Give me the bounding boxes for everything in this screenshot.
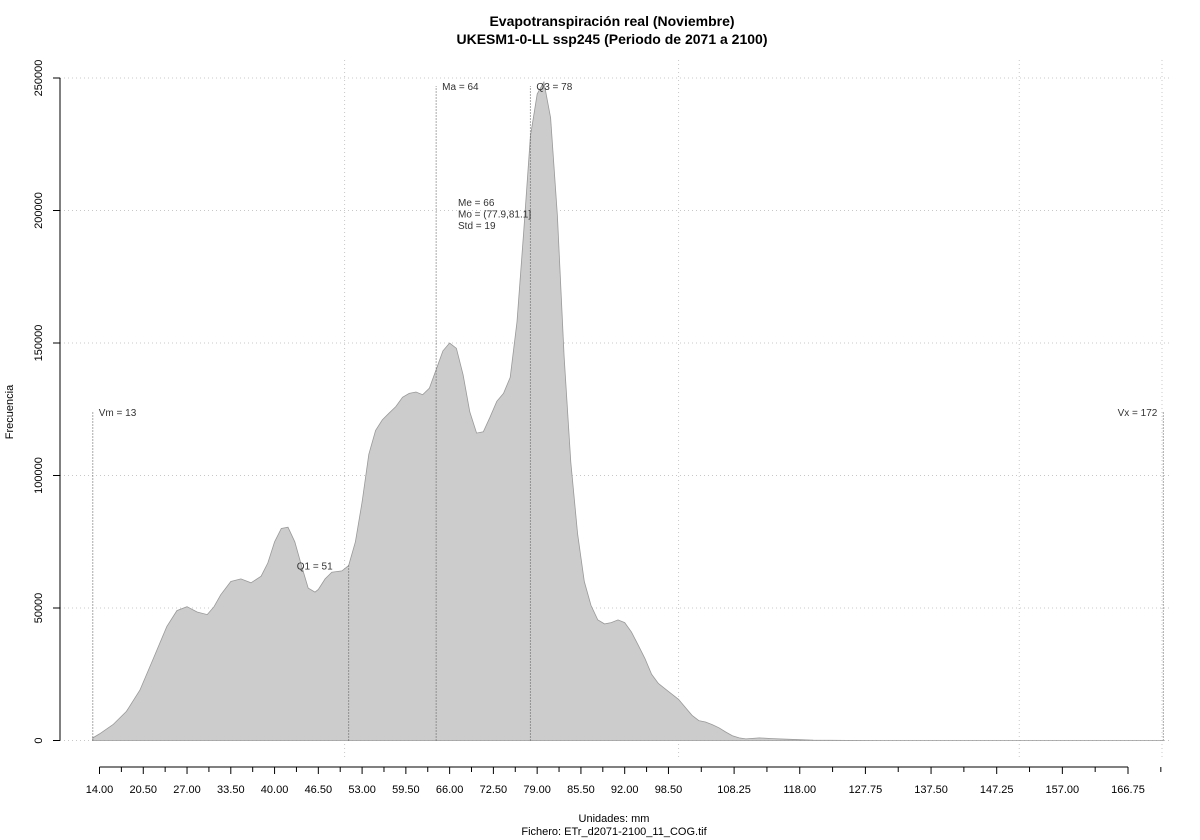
marker-label: Vm = 13 [99,408,137,419]
x-tick-label: 53.00 [348,784,376,796]
x-tick-label: 108.25 [717,784,751,796]
y-tick-label: 200000 [33,192,45,229]
marker-label: Q3 = 78 [536,82,572,93]
marker-label: Ma = 64 [442,82,479,93]
stats-label: Std = 19 [458,221,496,232]
chart-title: Evapotranspiración real (Noviembre) [489,13,735,29]
chart-subtitle: UKESM1-0-LL ssp245 (Periodo de 2071 a 21… [456,31,768,47]
file-caption: Fichero: ETr_d2071-2100_11_COG.tif [521,826,707,838]
stats-label: Me = 66 [458,198,495,209]
marker-label: Q1 = 51 [297,562,333,573]
x-tick-label: 79.00 [523,784,551,796]
y-tick-label: 150000 [33,325,45,362]
x-tick-label: 118.00 [783,784,816,796]
x-tick-label: 157.00 [1046,784,1080,796]
marker-label: Vx = 172 [1118,408,1158,419]
y-tick-label: 0 [33,737,45,743]
x-tick-label: 72.50 [480,784,508,796]
x-tick-label: 98.50 [655,784,683,796]
x-axis-title: Unidades: mm [579,813,650,825]
x-tick-label: 66.00 [436,784,464,796]
x-tick-label: 27.00 [173,784,201,796]
x-tick-label: 127.75 [849,784,883,796]
frequency-area [92,80,1164,741]
y-tick-label: 250000 [33,60,45,97]
y-tick-label: 100000 [33,457,45,494]
x-tick-label: 147.25 [980,784,1014,796]
x-tick-label: 33.50 [217,784,245,796]
y-tick-label: 50000 [33,593,45,624]
x-tick-label: 137.50 [914,784,948,796]
x-tick-label: 14.00 [86,784,114,796]
x-tick-label: 92.00 [611,784,639,796]
x-tick-label: 85.50 [567,784,595,796]
x-tick-label: 166.75 [1111,784,1145,796]
x-tick-label: 20.50 [130,784,158,796]
y-axis-title: Frecuencia [4,384,16,439]
x-tick-label: 59.50 [392,784,420,796]
stats-label: Mo = (77.9,81.1] [458,210,531,221]
x-tick-label: 46.50 [305,784,333,796]
x-tick-label: 40.00 [261,784,289,796]
